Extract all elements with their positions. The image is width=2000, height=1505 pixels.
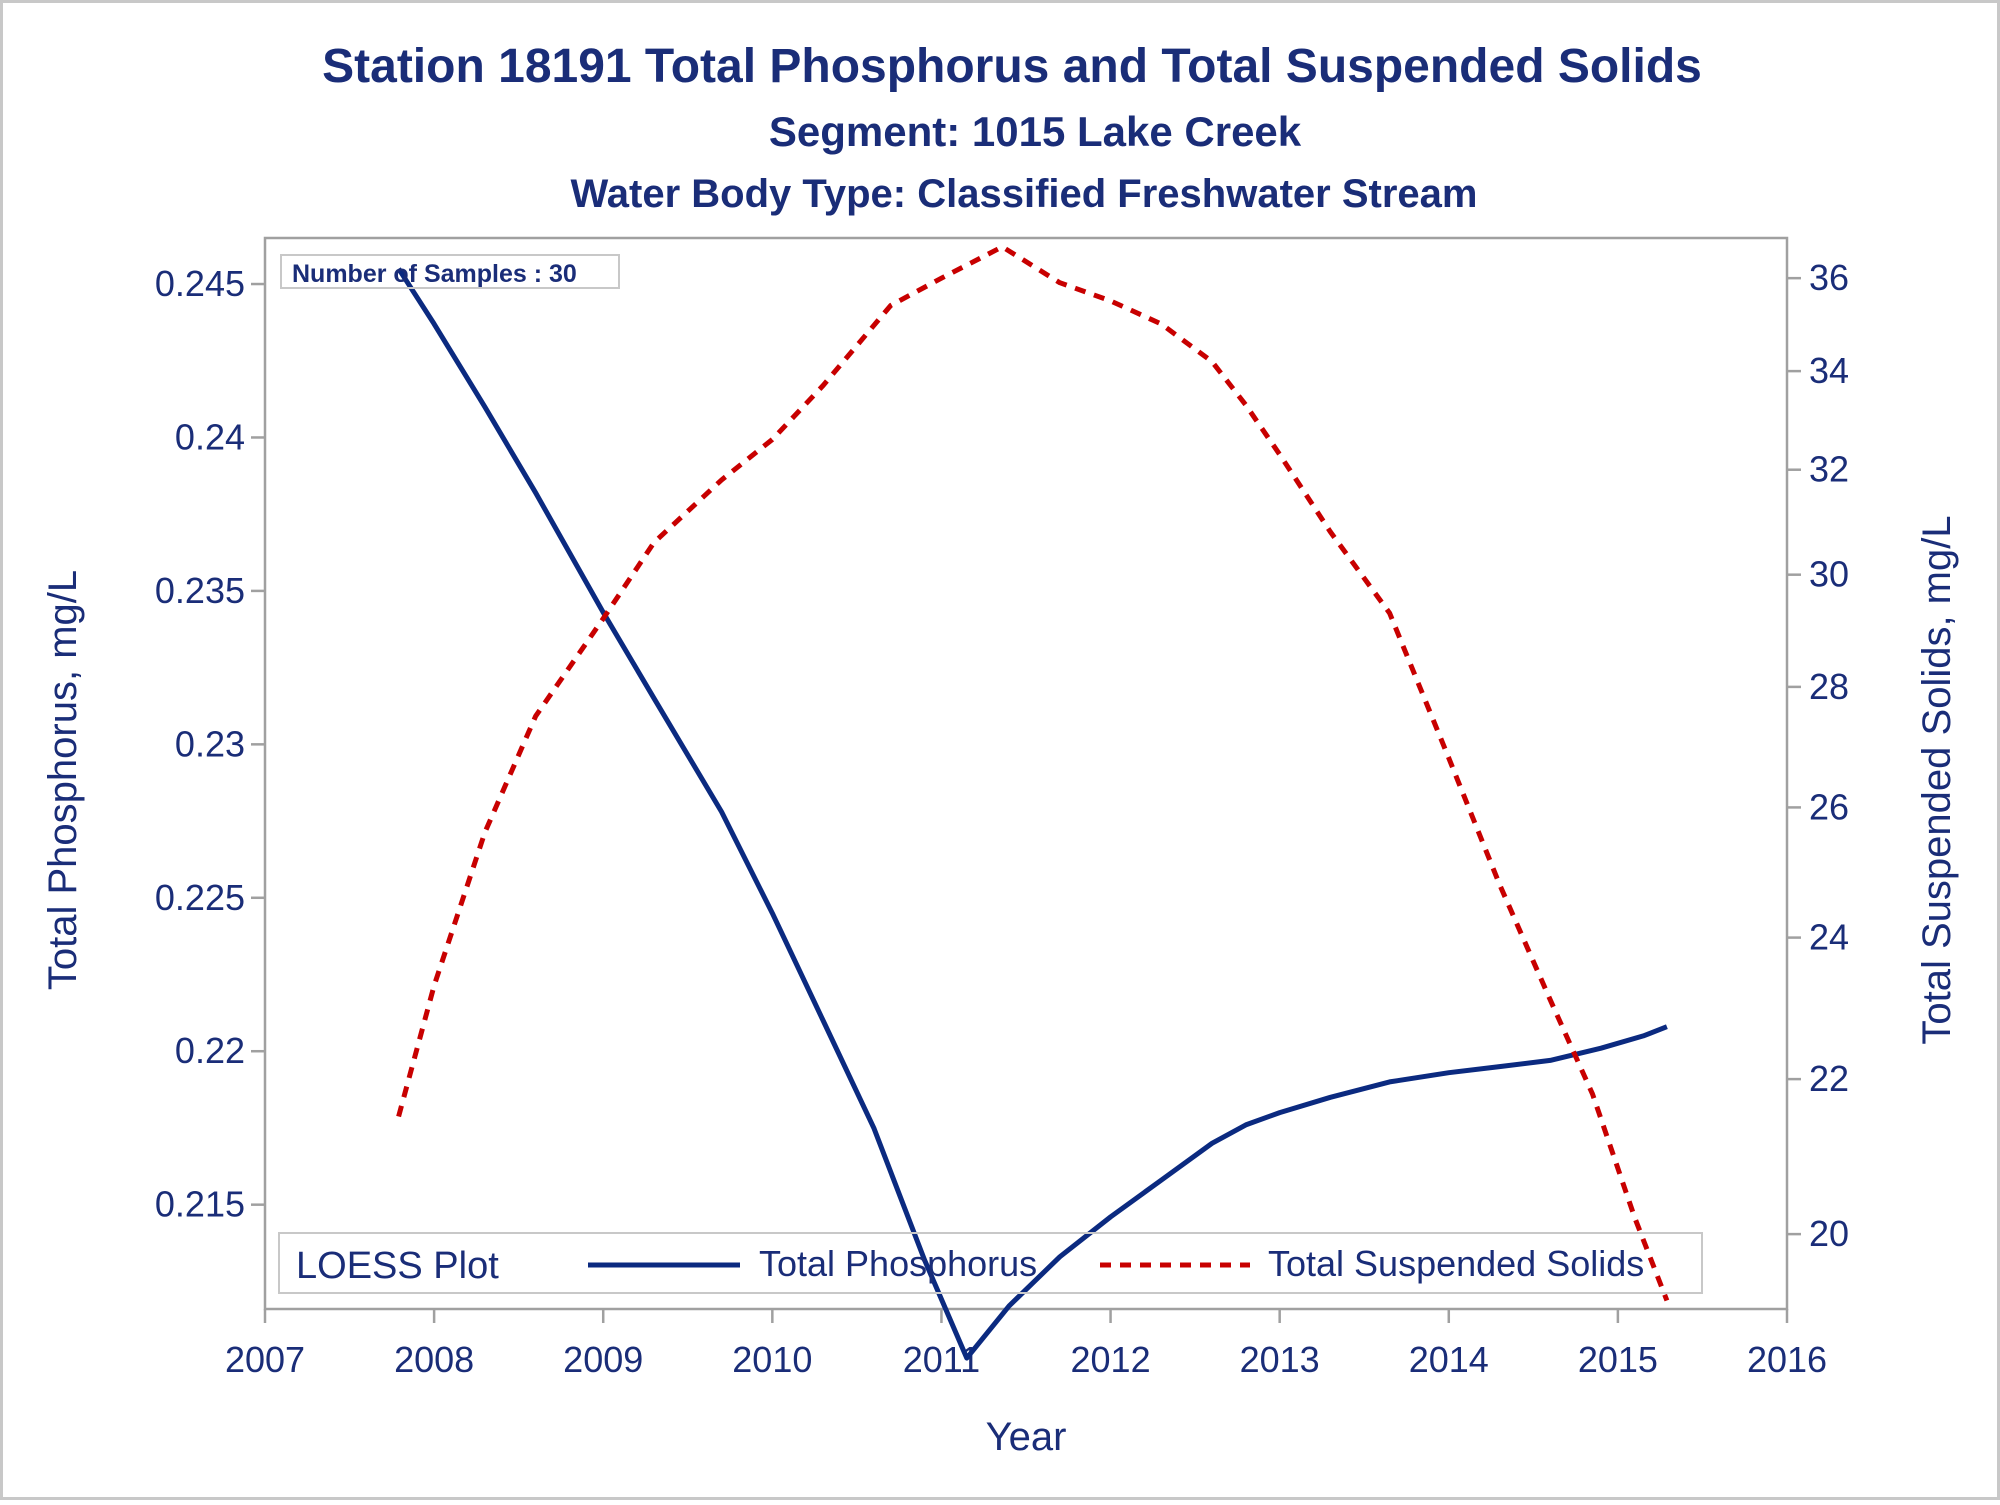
x-tick-label: 2015: [1578, 1339, 1658, 1380]
legend-label-phosphorus: Total Phosphorus: [759, 1243, 1037, 1284]
legend-label-tss: Total Suspended Solids: [1268, 1243, 1644, 1284]
x-tick-label: 2009: [563, 1339, 643, 1380]
legend-title: LOESS Plot: [296, 1245, 499, 1287]
y-left-tick-label: 0.22: [175, 1030, 245, 1071]
legend-box: [278, 1232, 1703, 1294]
x-tick-label: 2007: [225, 1339, 305, 1380]
y-right-tick-label: 26: [1809, 786, 1849, 827]
x-tick-label: 2014: [1409, 1339, 1489, 1380]
y-left-tick-label: 0.225: [155, 877, 245, 918]
y-right-tick-label: 30: [1809, 554, 1849, 595]
y-right-tick-label: 28: [1809, 666, 1849, 707]
y-left-tick-label: 0.215: [155, 1184, 245, 1225]
x-tick-label: 2010: [732, 1339, 812, 1380]
x-axis-label: Year: [986, 1415, 1067, 1459]
y-left-tick-label: 0.245: [155, 263, 245, 304]
x-tick-label: 2013: [1240, 1339, 1320, 1380]
y-right-tick-label: 22: [1809, 1058, 1849, 1099]
y-left-tick-label: 0.235: [155, 570, 245, 611]
x-tick-label: 2016: [1747, 1339, 1827, 1380]
y-axis-left-label: Total Phosphorus, mg/L: [41, 570, 85, 990]
annotation-text: Number of Samples : 30: [292, 260, 577, 288]
y-left-tick-label: 0.24: [175, 416, 245, 457]
y-axis-right: 20 22 24 26 28 30 32 34 36: [1787, 257, 1849, 1254]
chart-title: Station 18191 Total Phosphorus and Total…: [322, 40, 1702, 93]
chart-subtitle: Segment: 1015 Lake Creek: [769, 108, 1302, 155]
legend: LOESS Plot Total Phosphorus Total Suspen…: [278, 1232, 1703, 1294]
x-tick-label: 2008: [394, 1339, 474, 1380]
tss-series-line: [396, 244, 1670, 1302]
y-right-tick-label: 34: [1809, 350, 1849, 391]
annotation-box: [280, 254, 620, 289]
y-right-tick-label: 36: [1809, 257, 1849, 298]
series-layer: [396, 244, 1670, 1361]
y-right-tick-label: 20: [1809, 1213, 1849, 1254]
phosphorus-series-line: [396, 267, 1668, 1361]
y-right-tick-label: 32: [1809, 449, 1849, 490]
x-axis: 2007 2008 2009 2010 2011 2012 2013 2014 2015 2016: [225, 1309, 1827, 1380]
y-axis-right-label: Total Suspended Solids, mg/L: [1915, 515, 1959, 1044]
chart-subtitle-2: Water Body Type: Classified Freshwater S…: [571, 172, 1478, 216]
y-left-tick-label: 0.23: [175, 723, 245, 764]
plot-frame: [263, 236, 1789, 1311]
y-right-tick-label: 24: [1809, 917, 1849, 958]
y-axis-left: 0.215 0.22 0.225 0.23 0.235 0.24 0.245: [155, 263, 265, 1225]
x-tick-label: 2012: [1071, 1339, 1151, 1380]
